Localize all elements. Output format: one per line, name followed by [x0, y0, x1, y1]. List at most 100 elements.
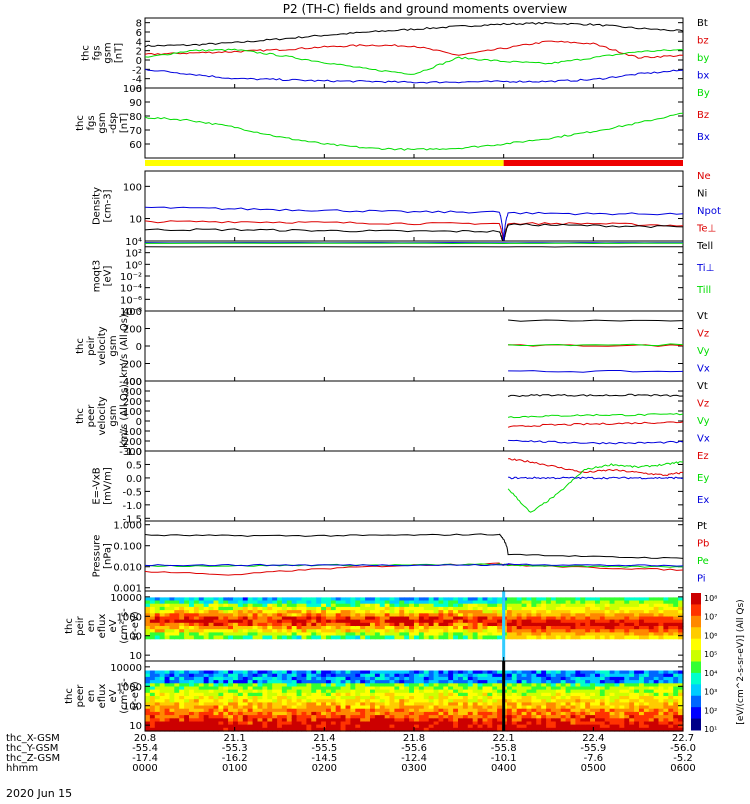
series-line-vt [508, 320, 683, 321]
data-gap-marker [502, 591, 505, 661]
spectrogram-cell [566, 636, 572, 640]
spectrogram-cell [663, 636, 669, 640]
y-axis-label: [nT] [114, 43, 125, 63]
spectrogram-cell [331, 636, 337, 640]
y-axis-label: peer [75, 684, 86, 708]
series-line-by [145, 49, 683, 74]
spectrogram-cell [184, 636, 190, 640]
panel-frame [145, 88, 683, 158]
y-tick-label: 10⁻² [120, 272, 142, 283]
y-axis-label: -dsp [108, 112, 119, 134]
spectrogram-cell [668, 636, 674, 640]
series-line-vx [508, 440, 683, 444]
spectrogram-cell [512, 636, 518, 640]
colorbar-segment [691, 662, 701, 674]
y-axis-label: en [86, 620, 97, 633]
panel-frame [145, 381, 683, 451]
y-axis-label: peir [86, 335, 97, 355]
colorbar: 10⁸10⁷10⁶10⁵10⁴10³10²10¹[eV/(cm^2-s-sr-e… [691, 593, 746, 734]
spectrogram-cell [253, 636, 259, 640]
y-axis-label: [nPa] [103, 543, 114, 569]
colorbar-tick-label: 10² [704, 706, 717, 715]
spectrogram-cell [272, 636, 278, 640]
spectrogram-cell [492, 636, 498, 640]
y-axis-label: [nT] [119, 113, 130, 133]
legend-entry: Te⊥ [696, 224, 716, 235]
spectrogram-cell [179, 636, 185, 640]
spectrogram-cell [380, 636, 386, 640]
spectrogram-cell [316, 636, 322, 640]
spectrogram-cell [165, 636, 171, 640]
spectrogram-cell [463, 636, 469, 640]
legend-entry: by [697, 53, 709, 64]
colorbar-tick-label: 10⁴ [704, 669, 717, 678]
y-axis-label: thc [75, 408, 86, 424]
y-axis-label: gsm [108, 405, 119, 426]
spectrogram-cell [243, 636, 249, 640]
series-line-vy [508, 344, 683, 346]
legend-entry: Pi [697, 574, 706, 585]
spectrogram-cell [556, 636, 562, 640]
y-tick-label: 10⁴ [125, 237, 142, 248]
spectrogram-cell [390, 636, 396, 640]
series-line-bt [145, 22, 683, 47]
y-axis-label: eflux [97, 684, 108, 709]
y-axis-label: peir [75, 615, 86, 635]
legend-entry: Npot [697, 206, 721, 217]
mode-bar [145, 160, 683, 166]
y-tick-label: 100 [123, 84, 142, 95]
spectrogram-cell [468, 636, 474, 640]
series-line-ex [508, 477, 683, 479]
y-tick-label: 10000 [110, 663, 142, 674]
colorbar-tick-label: 10¹ [704, 725, 717, 734]
legend-entry: Vy [697, 416, 710, 427]
y-tick-label: 10 [129, 651, 142, 662]
colorbar-tick-label: 10⁶ [704, 631, 717, 640]
spectrogram-cell [561, 636, 567, 640]
spectrogram-cell [174, 636, 180, 640]
y-axis-label: eV [108, 689, 119, 702]
colorbar-tick-label: 10⁷ [704, 613, 717, 622]
y-axis-label: E=-VxB [92, 467, 103, 504]
legend-entry: Ex [697, 495, 709, 506]
legend-entry: Till [696, 285, 711, 296]
spectrogram-cell [346, 636, 352, 640]
spectrogram-cell [199, 636, 205, 640]
y-tick-label: 0.0 [126, 474, 142, 485]
y-axis-label: Density [92, 187, 103, 225]
y-tick-label: -1.0 [122, 501, 142, 512]
spectrogram-cell [659, 636, 665, 640]
spectrogram-cell [424, 636, 430, 640]
spectrogram-cell [590, 636, 596, 640]
spectrogram-cell [248, 636, 254, 640]
legend-entry: Ez [697, 451, 709, 462]
spectrogram-cell [370, 636, 376, 640]
spectrogram-cell [223, 636, 229, 640]
legend-entry: By [697, 88, 710, 99]
spectrogram-cell [619, 636, 625, 640]
footer-value: 0000 [132, 763, 157, 774]
spectrogram-cell [404, 636, 410, 640]
panel-8: 1.0000.1000.0100.001Pressure[nPa]PtPbPeP… [92, 521, 710, 595]
y-tick-label: 10⁰ [125, 260, 142, 271]
spectrogram-cell [443, 636, 449, 640]
date-label: 2020 Jun 15 [6, 787, 72, 800]
spectrogram-cell [483, 636, 489, 640]
spectrogram-cell [434, 636, 440, 640]
spectrogram-cell [497, 636, 503, 640]
legend-entry: Vt [697, 311, 708, 322]
legend-entry: Pt [697, 521, 707, 532]
y-tick-label: 100 [123, 182, 142, 193]
y-tick-label: -0.5 [122, 487, 142, 498]
spectrogram-cell [571, 636, 577, 640]
spectrogram-cell [487, 636, 493, 640]
spectrogram-cell [287, 636, 293, 640]
panel-4: 10⁴10²10⁰10⁻²10⁻⁴10⁻⁶10⁻⁸moqt3[eV]TellTi… [92, 237, 715, 318]
spectrogram-cell [189, 636, 195, 640]
spectrogram-cell [527, 636, 533, 640]
y-tick-label: 10² [125, 249, 142, 260]
y-tick-label: 10 [129, 721, 142, 732]
spectrogram-cell [458, 636, 464, 640]
